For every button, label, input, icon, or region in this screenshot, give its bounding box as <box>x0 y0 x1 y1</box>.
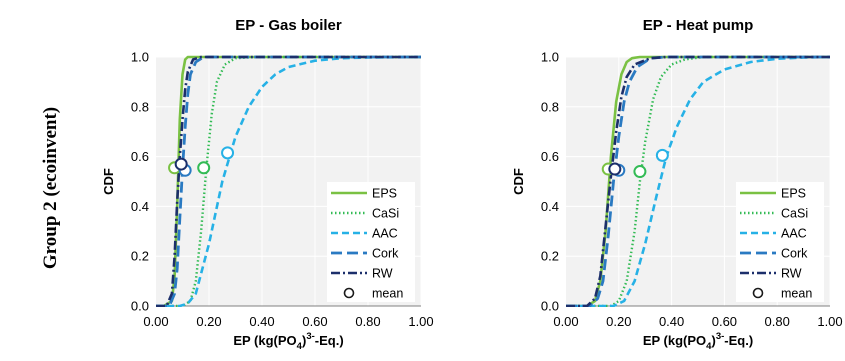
series-line-aac <box>566 55 831 307</box>
mean-marker-aac <box>655 148 669 162</box>
legend-label-rw: RW <box>372 267 393 281</box>
legend-marker-mean <box>343 287 355 299</box>
y-tick-label: 1.0 <box>541 50 559 65</box>
legend: EPS CaSi AAC Cork RW mean <box>736 182 824 302</box>
legend-label-cork: Cork <box>781 247 808 261</box>
legend-box <box>327 182 415 302</box>
x-axis-title-part: 4 <box>706 341 712 352</box>
y-tick-label: 0.4 <box>131 199 149 214</box>
y-axis-title: CDF <box>101 168 116 195</box>
x-tick-label: 0.20 <box>606 314 631 329</box>
y-tick-label: 0.8 <box>131 99 149 114</box>
y-tick-label: 0.6 <box>131 149 149 164</box>
x-tick-label: 0.80 <box>355 314 380 329</box>
series-line-rw <box>156 55 421 307</box>
series-line-casi <box>156 55 421 307</box>
mean-marker-aac <box>221 146 235 160</box>
x-tick-label: 0.40 <box>659 314 684 329</box>
x-axis-title-part: 4 <box>297 341 303 352</box>
x-axis-title-part: -Eq.) <box>724 333 753 348</box>
x-tick-label: 0.00 <box>143 314 168 329</box>
legend-marker-mean <box>752 287 764 299</box>
legend-label-aac: AAC <box>781 227 807 241</box>
mean-marker-rw <box>174 157 188 171</box>
series-line-cork <box>156 55 421 307</box>
x-tick-label: 1.00 <box>817 314 842 329</box>
series-line-aac <box>156 55 422 307</box>
legend-label-mean: mean <box>372 287 403 301</box>
y-tick-label: 1.0 <box>131 50 149 65</box>
legend-label-cork: Cork <box>372 247 399 261</box>
x-tick-label: 0.20 <box>196 314 221 329</box>
mean-marker-rw <box>608 162 622 176</box>
chart-title: EP - Heat pump <box>643 17 754 34</box>
y-tick-label: 0.6 <box>541 149 559 164</box>
x-axis-title: EP (kg(PO4)3--Eq.) <box>233 331 343 352</box>
legend-label-eps: EPS <box>372 187 397 201</box>
legend-label-mean: mean <box>781 287 812 301</box>
x-tick-label: 1.00 <box>408 314 433 329</box>
x-tick-label: 0.80 <box>765 314 790 329</box>
legend: EPS CaSi AAC Cork RW mean <box>327 182 415 302</box>
x-tick-label: 0.60 <box>712 314 737 329</box>
y-tick-label: 0.2 <box>541 249 559 264</box>
series-group <box>156 55 422 307</box>
x-axis-title-part: ) <box>711 333 715 348</box>
series-line-cork <box>566 55 830 307</box>
y-tick-label: 0.4 <box>541 199 559 214</box>
series-line-rw <box>566 55 830 307</box>
legend-box <box>736 182 824 302</box>
x-axis-title-part: 3- <box>306 331 314 342</box>
mean-marker-casi <box>633 165 647 179</box>
row-label: Group 2 (ecoinvent) <box>40 107 61 269</box>
panel-gas-boiler: 0.0 0.2 0.4 0.6 0.8 1.0 0.00 0.20 0.40 0.60 0.80 1.… <box>101 17 434 352</box>
x-tick-label: 0.40 <box>249 314 274 329</box>
series-line-eps <box>566 55 830 307</box>
series-line-casi <box>566 55 830 307</box>
legend-label-eps: EPS <box>781 187 806 201</box>
legend-label-rw: RW <box>781 267 802 281</box>
y-tick-label: 0.2 <box>131 249 149 264</box>
chart-title: EP - Gas boiler <box>235 17 342 34</box>
series-group <box>566 55 831 307</box>
x-axis-title-part: -Eq.) <box>315 333 344 348</box>
panel-heat-pump: 0.0 0.2 0.4 0.6 0.8 1.0 0.00 0.20 0.40 0.60 0.80 1.… <box>511 17 843 352</box>
x-axis-title-part: EP (kg(PO <box>233 333 296 348</box>
legend-label-casi: CaSi <box>781 207 808 221</box>
x-axis-title-part: ) <box>302 333 306 348</box>
y-tick-label: 0.0 <box>541 299 559 314</box>
y-axis-title: CDF <box>511 168 526 195</box>
y-tick-label: 0.0 <box>131 299 149 314</box>
legend-label-casi: CaSi <box>372 207 399 221</box>
mean-marker-casi <box>197 161 211 175</box>
x-tick-label: 0.60 <box>302 314 327 329</box>
x-axis-title: EP (kg(PO4)3--Eq.) <box>643 331 753 352</box>
y-tick-label: 0.8 <box>541 99 559 114</box>
x-axis-title-part: EP (kg(PO <box>643 333 706 348</box>
x-tick-label: 0.00 <box>553 314 578 329</box>
x-axis-title-part: 3- <box>716 331 724 342</box>
legend-label-aac: AAC <box>372 227 398 241</box>
